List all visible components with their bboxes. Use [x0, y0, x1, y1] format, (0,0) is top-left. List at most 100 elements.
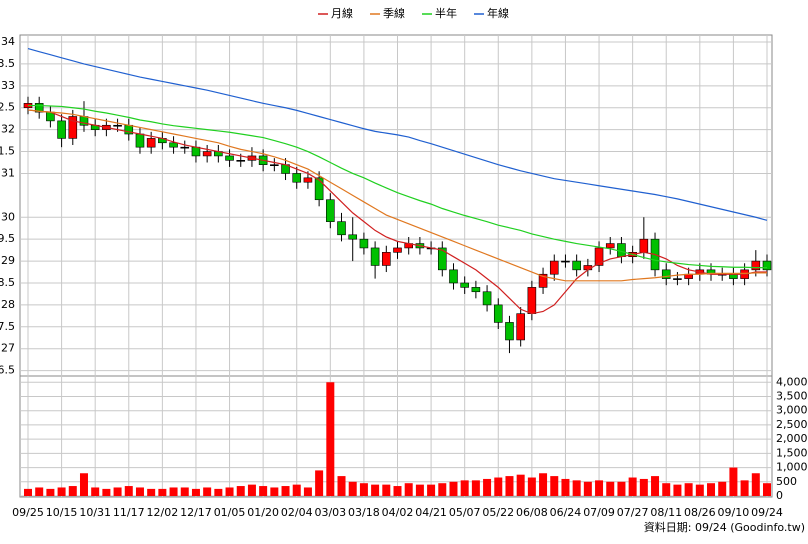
y-tick-label: 34 [1, 35, 15, 48]
x-tick-label: 09/24 [751, 506, 783, 519]
x-tick-label: 06/08 [516, 506, 548, 519]
candle-body [270, 164, 279, 166]
volume-bar [191, 488, 200, 496]
candle-body [493, 304, 503, 323]
candle-body [505, 322, 514, 341]
volume-bar [763, 483, 771, 496]
volume-bar [718, 481, 727, 496]
moving-average-line [27, 48, 768, 221]
candle-body [202, 151, 212, 157]
y-tick-label: 2,500 [776, 418, 808, 431]
candle-body [359, 238, 369, 249]
volume-bar [225, 487, 234, 496]
volume-bar [729, 467, 738, 496]
candle-body [191, 146, 201, 157]
legend-label: 半年 [435, 6, 457, 20]
legend-label: 季線 [383, 6, 405, 20]
candle-body [314, 177, 324, 201]
volume-bar [438, 483, 447, 496]
candle-body [370, 247, 380, 266]
candle-body [292, 173, 302, 183]
candle-body [303, 177, 313, 183]
volume-bar [516, 474, 525, 496]
volume-bar [404, 483, 413, 496]
moving-average-line [27, 109, 767, 282]
volume-bar [337, 476, 346, 496]
volume-bar [292, 484, 301, 496]
candle-body [482, 291, 492, 306]
y-tick-label: 31 [1, 166, 15, 179]
volume-bar [247, 484, 256, 496]
volume-bar [662, 483, 671, 496]
y-tick-label: 500 [776, 475, 797, 488]
volume-bar [259, 486, 268, 496]
plot-frame [19, 34, 773, 498]
x-tick-label: 07/09 [583, 506, 615, 519]
volume-bar [35, 487, 44, 496]
y-tick-label: 4,000 [776, 375, 808, 388]
volume-bar [550, 476, 559, 496]
volume-bar [673, 484, 682, 496]
x-tick-label: 01/20 [247, 506, 279, 519]
volume-bar [281, 486, 290, 496]
y-tick-label: 3,000 [776, 404, 808, 417]
candle-body [393, 247, 402, 253]
volume-bar [651, 476, 660, 496]
y-tick-label: 1,000 [776, 461, 808, 474]
volume-bar [135, 487, 144, 496]
volume-bar [203, 487, 212, 496]
volume-bar [561, 478, 570, 496]
y-tick-label: 29 [1, 254, 15, 267]
y-tick-label: 3.5 [0, 57, 15, 70]
x-tick-label: 05/22 [482, 506, 514, 519]
volume-bar [79, 473, 88, 496]
candle-body [437, 247, 447, 271]
moving-average-line [27, 109, 767, 315]
candle-body [337, 221, 346, 236]
y-tick-label: 8.5 [0, 276, 15, 289]
volume-bar [46, 488, 55, 496]
volume-bar [751, 473, 760, 496]
y-tick-label: 33 [1, 79, 15, 92]
x-tick-label: 08/26 [684, 506, 716, 519]
volume-bar [214, 488, 223, 496]
y-tick-label: 6.5 [0, 364, 15, 377]
candle-body [113, 124, 122, 127]
candle-body [180, 146, 190, 149]
y-tick-label: 7.5 [0, 320, 15, 333]
volume-bar [371, 484, 380, 496]
volume-bar [707, 483, 716, 496]
candle-body [762, 260, 772, 271]
x-tick-label: 08/11 [650, 506, 682, 519]
volume-bar [449, 481, 458, 496]
volume-bar [359, 483, 368, 496]
volume-bar [102, 488, 111, 496]
x-tick-label: 05/07 [449, 506, 481, 519]
candle-body [605, 243, 615, 249]
y-tick-label: 9.5 [0, 232, 15, 245]
legend-label: 年線 [487, 6, 509, 20]
candle-body [673, 278, 682, 280]
volume-bar [147, 488, 156, 496]
candle-body [236, 160, 246, 162]
candle-body [549, 260, 559, 275]
volume-bar [124, 486, 133, 496]
volume-bar [57, 487, 66, 496]
volume-bar [595, 480, 604, 496]
y-tick-label: 2.5 [0, 101, 15, 114]
volume-bar [91, 487, 100, 496]
volume-bar [315, 470, 324, 496]
candle-body [146, 138, 156, 148]
x-tick-label: 03/03 [314, 506, 346, 519]
candle-body [57, 120, 66, 139]
volume-bar [740, 480, 749, 496]
x-tick-label: 09/25 [12, 506, 44, 519]
volume-bar [628, 477, 637, 496]
x-tick-label: 12/02 [147, 506, 179, 519]
volume-bar [158, 488, 167, 496]
candle-body [326, 199, 335, 222]
candle-body [382, 252, 391, 266]
volume-bar [494, 477, 503, 496]
volume-bar [483, 478, 492, 496]
